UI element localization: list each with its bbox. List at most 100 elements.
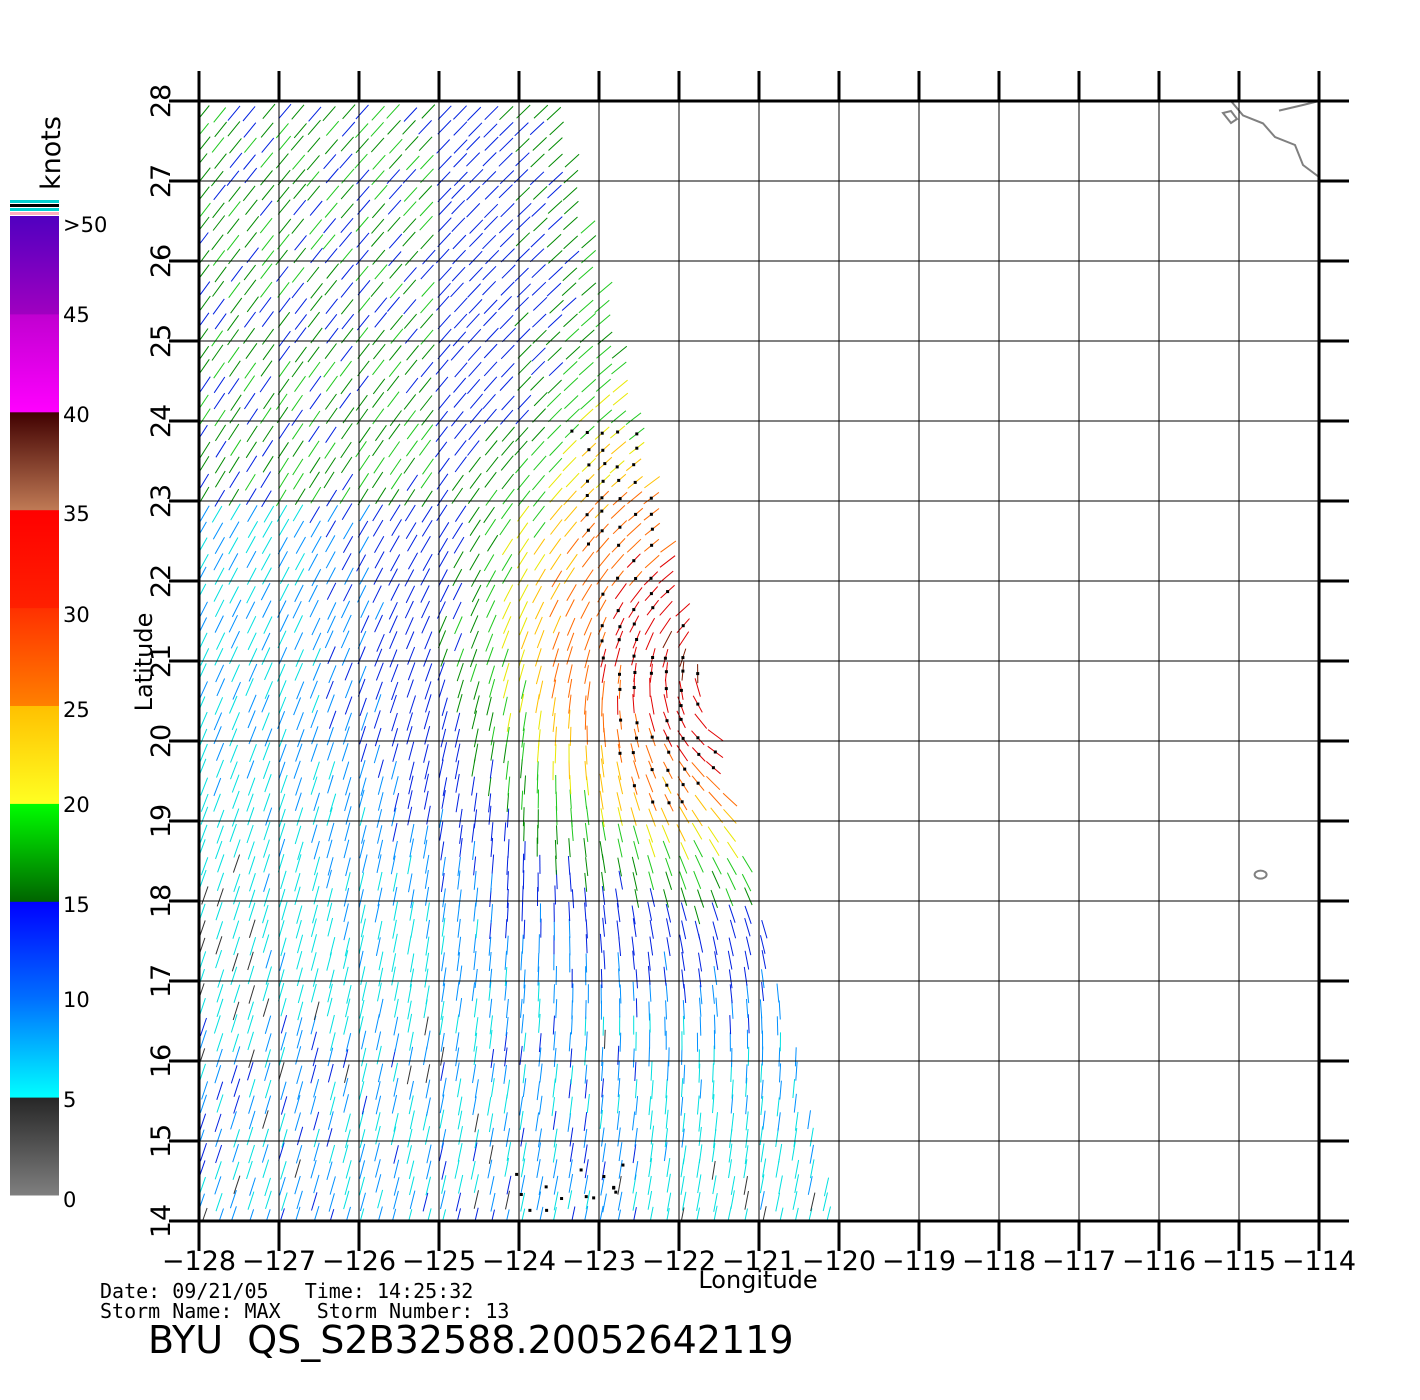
- wind-vector: [408, 1046, 414, 1066]
- wind-vector: [280, 1032, 287, 1051]
- wind-vector: [551, 1097, 555, 1117]
- wind-vector: [437, 232, 451, 248]
- wind-vector: [633, 1207, 637, 1221]
- wind-vector: [393, 792, 400, 812]
- wind-vector: [230, 503, 241, 521]
- wind-vector: [694, 794, 707, 811]
- wind-vector: [263, 392, 275, 410]
- wind-vector: [426, 1030, 431, 1050]
- wind-vector: [483, 361, 498, 377]
- wind-vector: [665, 982, 669, 1002]
- rain-flag: [585, 494, 589, 497]
- wind-vector: [410, 919, 415, 938]
- wind-vector: [679, 934, 684, 954]
- wind-vector: [473, 998, 478, 1018]
- wind-vector: [578, 299, 594, 314]
- wind-vector: [312, 662, 321, 681]
- wind-vector: [297, 729, 305, 748]
- wind-vector: [425, 985, 430, 1005]
- wind-vector: [666, 1158, 671, 1177]
- rain-flag: [651, 606, 655, 610]
- wind-vector: [548, 171, 564, 186]
- wind-vector: [584, 1205, 589, 1221]
- rain-flag: [618, 687, 622, 691]
- wind-vector: [486, 456, 499, 473]
- wind-vector: [691, 822, 703, 840]
- wind-vector: [407, 855, 412, 875]
- rain-flag: [683, 767, 687, 771]
- wind-vector: [294, 314, 307, 330]
- wind-vector: [459, 824, 463, 844]
- wind-vector: [426, 919, 430, 939]
- rain-flag: [632, 463, 636, 467]
- wind-vector: [248, 1095, 255, 1114]
- wind-vector: [345, 857, 351, 877]
- wind-vector: [632, 918, 637, 938]
- wind-vector: [420, 585, 430, 603]
- wind-vector: [520, 998, 523, 1018]
- wind-vector: [473, 856, 477, 876]
- wind-vector: [324, 313, 338, 330]
- wind-vector: [490, 873, 493, 893]
- wind-vector: [650, 1125, 655, 1145]
- wind-vector: [491, 854, 495, 874]
- wind-vector: [295, 536, 306, 554]
- wind-vector: [389, 263, 403, 279]
- wind-vector: [500, 455, 514, 471]
- wind-vector: [570, 808, 573, 828]
- wind-vector: [585, 1031, 588, 1051]
- rain-flag: [697, 752, 701, 756]
- wind-vector: [501, 395, 515, 411]
- wind-vector: [715, 997, 718, 1017]
- wind-vector: [729, 1015, 732, 1035]
- wind-vector: [311, 694, 320, 713]
- wind-vector: [437, 538, 449, 555]
- time-value: 14:25:32: [376, 1279, 474, 1303]
- wind-vector: [278, 103, 292, 120]
- wind-vector: [600, 968, 603, 989]
- wind-vector: [280, 937, 287, 957]
- wind-vector: [262, 1159, 270, 1178]
- wind-vector: [569, 1127, 574, 1147]
- wind-vector: [746, 984, 750, 1004]
- wind-vector: [472, 840, 476, 860]
- wind-vector: [213, 553, 224, 571]
- wind-vector: [564, 521, 577, 537]
- wind-vector: [470, 663, 477, 682]
- wind-vector: [246, 247, 259, 264]
- wind-vector: [580, 220, 596, 234]
- wind-vector: [519, 1045, 523, 1065]
- wind-vector: [458, 998, 463, 1017]
- wind-vector: [278, 518, 290, 536]
- wind-vector: [359, 1208, 365, 1221]
- wind-vector: [407, 984, 412, 1003]
- wind-vector: [535, 568, 546, 586]
- wind-vector: [421, 506, 433, 523]
- wind-vector: [615, 888, 619, 908]
- wind-vector: [611, 345, 628, 359]
- wind-vector: [503, 822, 507, 842]
- rain-flag: [666, 768, 670, 772]
- wind-vector: [536, 1159, 541, 1178]
- wind-vector: [550, 582, 561, 600]
- wind-vector: [826, 1206, 831, 1221]
- wind-vector: [242, 106, 256, 122]
- wind-vector: [374, 903, 380, 923]
- wind-vector: [498, 184, 513, 199]
- wind-vector: [325, 426, 337, 443]
- wind-vector: [666, 1173, 671, 1193]
- wind-vector: [374, 264, 388, 280]
- wind-vector: [293, 199, 307, 216]
- wind-vector: [294, 568, 305, 586]
- wind-vector: [683, 984, 687, 1004]
- wind-vector: [388, 233, 403, 249]
- rain-flag: [665, 719, 669, 723]
- wind-vector: [340, 203, 354, 219]
- wind-vector: [537, 1128, 542, 1148]
- wind-vector: [713, 1014, 716, 1034]
- wind-vector: [483, 123, 498, 138]
- wind-vector: [296, 1065, 303, 1085]
- wind-vector: [548, 457, 563, 473]
- wind-vector: [407, 646, 416, 665]
- rain-flag: [650, 543, 654, 547]
